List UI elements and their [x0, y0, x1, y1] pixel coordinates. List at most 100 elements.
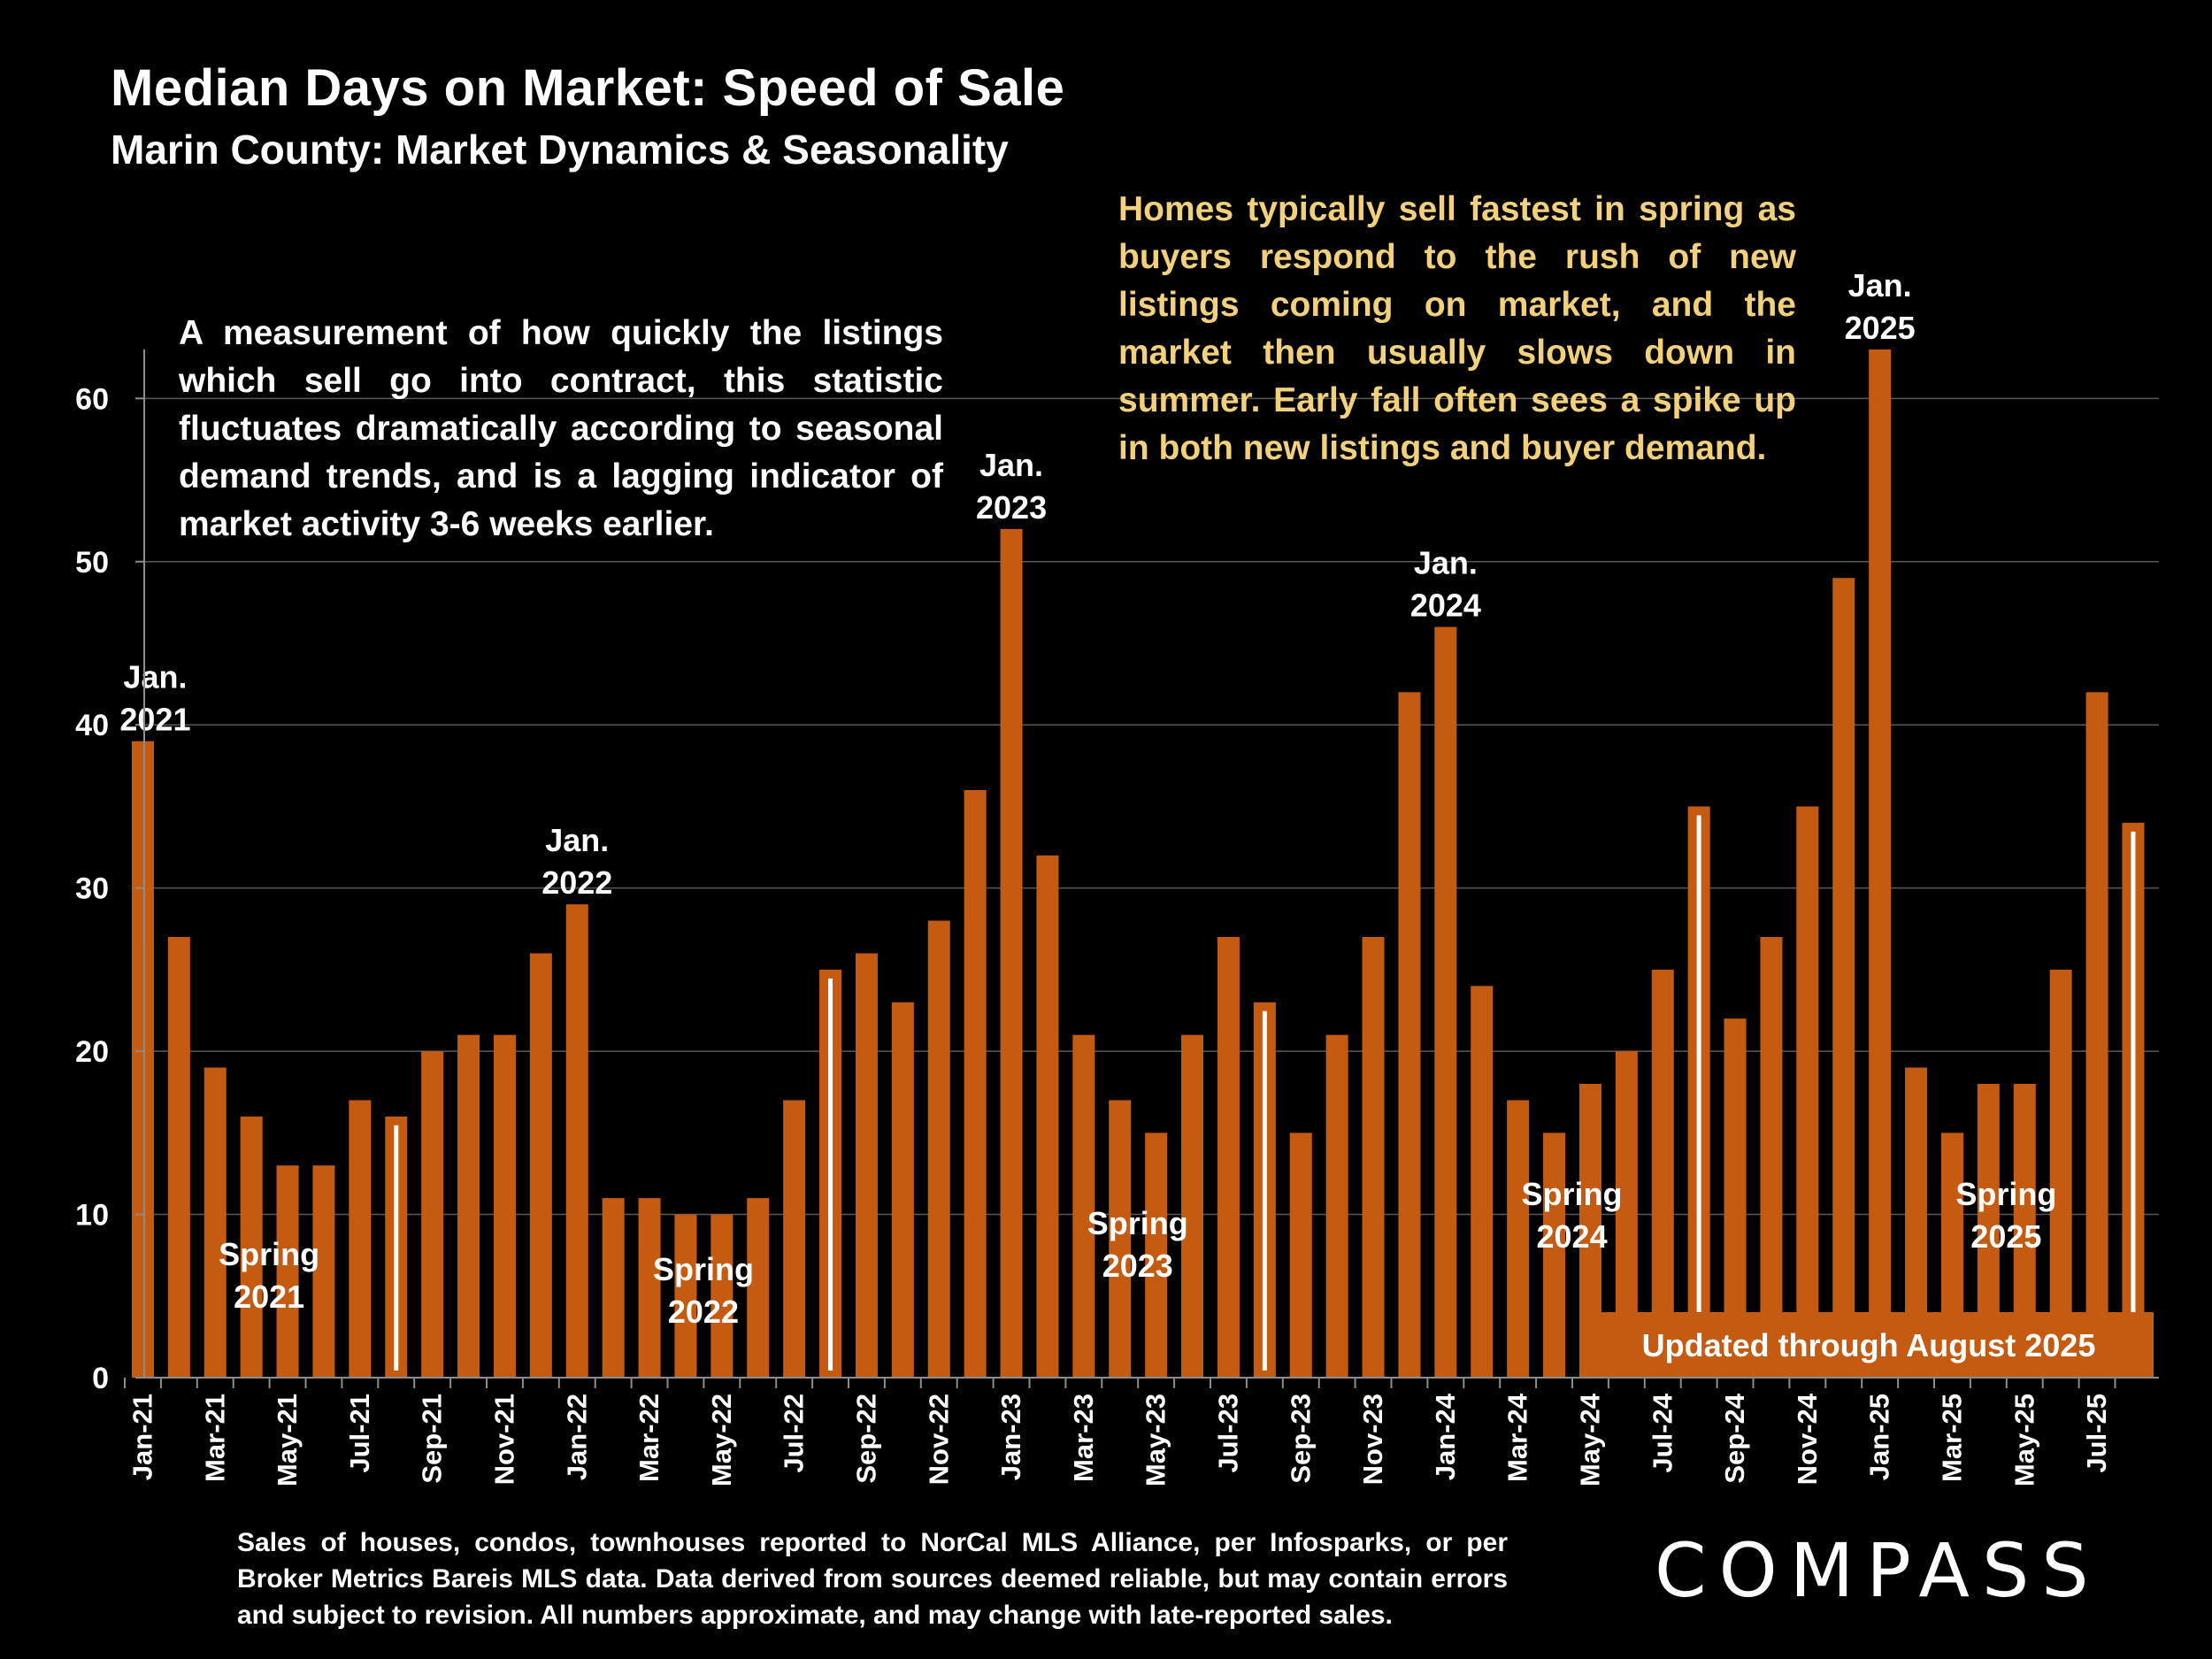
- bar-Jul-25: [2085, 692, 2108, 1378]
- bar-Mar-21: [204, 1067, 227, 1378]
- bar-Feb-22: [602, 1198, 625, 1378]
- bar-May-22: [710, 1214, 733, 1378]
- x-tick-label: Nov-21: [488, 1394, 519, 1485]
- bar-Jun-23: [1181, 1034, 1204, 1378]
- y-axis-ticks: 0 10 20 30 40 50 60: [75, 382, 144, 1395]
- bar-Sep-22: [855, 953, 878, 1378]
- bar-Nov-24: [1796, 806, 1819, 1378]
- annotation-Apr-25-year: 2025: [1970, 1218, 2041, 1255]
- annotation-Apr-23: Spring: [1087, 1205, 1188, 1241]
- x-tick-label: Sep-24: [1719, 1393, 1750, 1483]
- annotation-Jan-21: Jan.: [123, 659, 187, 695]
- bar-Mar-22: [638, 1198, 661, 1378]
- bar-Jan-21: [131, 741, 154, 1378]
- y-tick-label: 40: [75, 709, 109, 742]
- x-tick-label: Jan-21: [127, 1394, 157, 1480]
- chart-subtitle: Marin County: Market Dynamics & Seasonal…: [111, 127, 1009, 173]
- x-tick-label: Jan-22: [561, 1394, 592, 1480]
- bar-Feb-23: [1036, 855, 1059, 1378]
- bar-Jun-25: [2049, 969, 2072, 1378]
- x-tick-label: Sep-21: [417, 1394, 448, 1484]
- bar-Jul-24: [1651, 969, 1674, 1378]
- bar-Sep-21: [421, 1051, 444, 1378]
- bar-Nov-23: [1362, 937, 1385, 1378]
- x-tick-label: Sep-22: [850, 1394, 881, 1484]
- annotation-Apr-22-year: 2022: [668, 1294, 739, 1330]
- x-tick-label: May-25: [2008, 1394, 2039, 1486]
- bar-Oct-23: [1325, 1034, 1348, 1378]
- annotation-Jan-23-year: 2023: [976, 489, 1047, 526]
- bar-Oct-24: [1760, 937, 1783, 1378]
- update-badge: Updated through August 2025: [1584, 1312, 2154, 1378]
- x-tick-label: May-22: [706, 1394, 737, 1486]
- year-dividers: [394, 815, 2136, 1371]
- bar-Mar-24: [1507, 1100, 1530, 1378]
- y-tick-label: 0: [92, 1362, 109, 1395]
- x-tick-label: Mar-25: [1936, 1394, 1967, 1482]
- annotation-Jan-21-year: 2021: [119, 702, 190, 738]
- x-tick-label: Jul-23: [1212, 1394, 1243, 1473]
- annotation-Apr-21: Spring: [219, 1236, 319, 1272]
- x-tick-label: Mar-22: [634, 1394, 664, 1482]
- annotation-Apr-25: Spring: [1955, 1176, 2056, 1212]
- x-tick-label: Mar-23: [1068, 1394, 1099, 1482]
- bar-Dec-23: [1398, 692, 1421, 1378]
- x-tick-label: May-21: [272, 1394, 303, 1486]
- y-tick-label: 60: [75, 382, 109, 416]
- x-axis-ticks: Jan-21 Mar-21 May-21 Jul-21 Sep-21 Nov-21 Jan-…: [124, 1378, 2116, 1486]
- bar-Nov-21: [493, 1034, 516, 1378]
- source-footnote: Sales of houses, condos, townhouses repo…: [237, 1528, 1508, 1630]
- bar-Dec-21: [529, 953, 552, 1378]
- x-tick-label: Jul-25: [2081, 1394, 2112, 1473]
- x-tick-label: Jan-24: [1430, 1393, 1461, 1480]
- bar-Jun-22: [747, 1198, 770, 1378]
- bar-Apr-23: [1109, 1100, 1132, 1378]
- annotation-Jan-23: Jan.: [979, 447, 1043, 483]
- x-tick-label: Sep-23: [1285, 1394, 1316, 1484]
- bar-Jan-24: [1434, 626, 1457, 1378]
- bar-Apr-21: [240, 1116, 263, 1378]
- annotation-Apr-24-year: 2024: [1537, 1218, 1608, 1255]
- x-tick-label: Jan-25: [1864, 1394, 1895, 1480]
- bar-Jan-25: [1869, 349, 1892, 1378]
- y-tick-label: 30: [75, 872, 109, 906]
- x-tick-label: Mar-24: [1502, 1393, 1533, 1482]
- update-badge-box: [1584, 1312, 2154, 1378]
- x-tick-label: Nov-24: [1792, 1393, 1823, 1485]
- annotation-Apr-22: Spring: [653, 1251, 754, 1287]
- annotation-Jan-22: Jan.: [545, 822, 609, 858]
- annotation-Jan-24-year: 2024: [1410, 588, 1481, 624]
- bar-May-23: [1145, 1133, 1168, 1378]
- measurement-note: A measurement of how quickly the listing…: [179, 314, 943, 543]
- x-tick-label: May-24: [1574, 1393, 1605, 1486]
- bar-Nov-22: [927, 920, 950, 1378]
- bar-Dec-22: [964, 790, 987, 1378]
- bar-Dec-24: [1832, 578, 1855, 1378]
- bar-Mar-23: [1072, 1034, 1095, 1378]
- compass-logo: COMPASS: [1655, 1527, 2101, 1614]
- annotation-Jan-22-year: 2022: [541, 864, 612, 901]
- bar-Jul-23: [1217, 937, 1240, 1378]
- x-tick-label: Jan-23: [995, 1394, 1026, 1480]
- bar-May-21: [276, 1165, 299, 1378]
- bar-Jan-22: [565, 904, 588, 1378]
- annotation-Jan-25: Jan.: [1848, 267, 1912, 303]
- chart-title: Median Days on Market: Speed of Sale: [111, 59, 1065, 117]
- bar-Oct-21: [457, 1034, 480, 1378]
- x-tick-label: Jul-21: [344, 1394, 375, 1473]
- x-tick-label: Jul-24: [1647, 1393, 1678, 1472]
- bar-Jan-23: [1000, 528, 1023, 1378]
- x-tick-label: Nov-23: [1357, 1394, 1388, 1485]
- seasonality-note: Homes typically sell fastest in spring a…: [1118, 190, 1796, 467]
- bar-Feb-24: [1471, 986, 1494, 1378]
- y-tick-label: 50: [75, 546, 109, 580]
- x-tick-label: Mar-21: [199, 1394, 230, 1482]
- bar-Jun-21: [312, 1165, 335, 1378]
- y-tick-label: 10: [75, 1199, 109, 1233]
- annotation-Apr-23-year: 2023: [1102, 1248, 1173, 1284]
- annotation-Apr-21-year: 2021: [234, 1279, 304, 1315]
- bar-annotations: Jan. 2021 Jan. 2022 Jan. 2023 Jan. 2024 Jan. 2025…: [119, 267, 2056, 1330]
- y-tick-label: 20: [75, 1035, 109, 1069]
- x-tick-label: Jul-22: [779, 1394, 810, 1473]
